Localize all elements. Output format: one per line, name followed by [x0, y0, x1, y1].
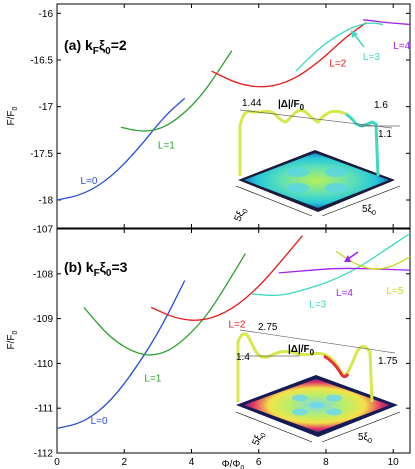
panel-b-yticks: -112 -111 -110 -109 -108 -107 — [33, 225, 410, 460]
panel-a-yticks: -18 -17.5 -17 -16.5 -16 — [30, 9, 410, 207]
panel-a-ylabel: F/F0 — [6, 106, 19, 125]
series-label-l-2: L=2 — [329, 59, 346, 70]
inset-a-value-3: 1.1 — [378, 129, 392, 140]
series-line-l-1 — [120, 50, 233, 132]
series-label-l-3: L=3 — [309, 299, 326, 310]
series-line-l-0 — [56, 97, 186, 201]
inset-a-dim-right-line — [321, 185, 401, 217]
inset-a-profile-left — [238, 108, 347, 176]
panel-b: -112 -111 -110 -109 -108 -107 0 2 4 6 8 10 F/F0 Φ/… — [6, 225, 411, 469]
inset-b-title: |Δ|/F0 — [288, 344, 315, 357]
panel-a-xticks — [56, 4, 394, 228]
ytick-label: -111 — [34, 404, 53, 415]
series-line-l-3 — [295, 22, 384, 72]
inset-b-spots — [292, 394, 342, 416]
series-label-l-2: L=2 — [228, 320, 245, 331]
panel-a-series-labels: L=0 L=1 L=2 L=3 L=4 — [81, 41, 411, 187]
series-line-l-5 — [335, 250, 411, 270]
panel-b-label: (b) kFξ0=3 — [64, 259, 128, 279]
panel-b-xlabel: Φ/Φ0 — [222, 459, 245, 469]
series-line-l-0 — [56, 280, 186, 429]
inset-a-value-1: 1.44 — [242, 98, 262, 109]
panel-a-arrowhead — [351, 30, 358, 38]
ytick-label: -110 — [34, 359, 54, 370]
series-label-l-5: L=5 — [386, 286, 403, 297]
inset-a-dim-left-line — [235, 185, 313, 217]
ytick-label: -112 — [34, 449, 54, 460]
xtick-label: 10 — [388, 457, 400, 468]
inset-b-profile — [236, 332, 374, 403]
series-line-l-1 — [83, 253, 246, 356]
ytick-label: -16.5 — [30, 56, 53, 67]
inset-a-dim-left: 5ξ0 — [233, 206, 250, 224]
series-label-l-4: L=4 — [336, 288, 353, 299]
xtick-label: 6 — [256, 457, 262, 468]
inset-b-dim-right: 5ξ0 — [358, 432, 372, 445]
inset-b-value-2: 1.4 — [236, 352, 250, 363]
xtick-label: 2 — [121, 457, 127, 468]
panel-a-arrow — [353, 33, 365, 48]
panel-a-frame — [56, 3, 411, 229]
ytick-label: -16 — [39, 9, 54, 20]
series-label-l-3: L=3 — [363, 52, 380, 63]
inset-b-dim-right-line — [321, 411, 401, 443]
series-line-l-2 — [150, 235, 303, 321]
xtick-label: 0 — [54, 457, 60, 468]
ytick-label: -108 — [33, 269, 53, 280]
series-line-l-4 — [278, 267, 411, 274]
xtick-label: 8 — [323, 457, 329, 468]
ytick-label: -109 — [33, 314, 53, 325]
panel-b-inset: |Δ|/F0 2.75 1.4 1.75 5ξ0 5ξ0 — [235, 322, 401, 448]
panel-b-xticks: 0 2 4 6 8 10 — [54, 229, 399, 468]
inset-b-dim-left-line — [235, 411, 313, 443]
panel-a-series — [56, 19, 411, 201]
panel-b-series-labels: L=0 L=1 L=2 L=3 L=4 L=5 — [91, 286, 404, 427]
series-line-l-3 — [251, 232, 411, 297]
series-label-l-1: L=1 — [158, 141, 175, 152]
panel-b-frame — [56, 228, 411, 454]
ytick-label: -107 — [33, 225, 53, 236]
inset-b-value-3: 1.75 — [378, 356, 398, 367]
inset-a-heatmap — [244, 153, 389, 208]
panel-b-series — [56, 232, 411, 429]
series-label-l-1: L=1 — [144, 373, 161, 384]
series-label-l-0: L=0 — [91, 416, 108, 427]
xtick-label: 4 — [189, 457, 195, 468]
inset-a-dim-right: 5ξ0 — [362, 204, 376, 217]
inset-a-spots — [287, 167, 347, 193]
panel-b-arrow — [347, 251, 359, 260]
inset-b-value-1: 2.75 — [258, 322, 278, 333]
series-label-l-0: L=0 — [81, 176, 98, 187]
inset-a-title: |Δ|/F0 — [278, 99, 305, 112]
ytick-label: -17.5 — [30, 149, 53, 160]
ytick-label: -17 — [39, 102, 54, 113]
inset-a-refline — [239, 109, 393, 129]
series-label-l-4: L=4 — [393, 41, 410, 52]
inset-b-refline — [239, 329, 396, 354]
panel-b-arrowhead — [344, 255, 351, 262]
panel-a-label: (a) kFξ0=2 — [64, 37, 127, 57]
panel-b-ylabel: F/F0 — [6, 330, 19, 349]
inset-a-value-2: 1.6 — [374, 100, 388, 111]
series-line-l-4 — [362, 19, 411, 26]
series-line-l-2 — [211, 22, 367, 88]
inset-b-dim-left: 5ξ0 — [251, 430, 268, 448]
panel-a: -18 -17.5 -17 -16.5 -16 F/F0 |Δ|/F0 1.44 1.6… — [6, 3, 411, 229]
panel-a-inset: |Δ|/F0 1.44 1.6 1.1 5ξ0 5ξ0 — [233, 98, 401, 224]
inset-b-profile-red — [323, 354, 350, 379]
ytick-label: -18 — [39, 196, 54, 207]
